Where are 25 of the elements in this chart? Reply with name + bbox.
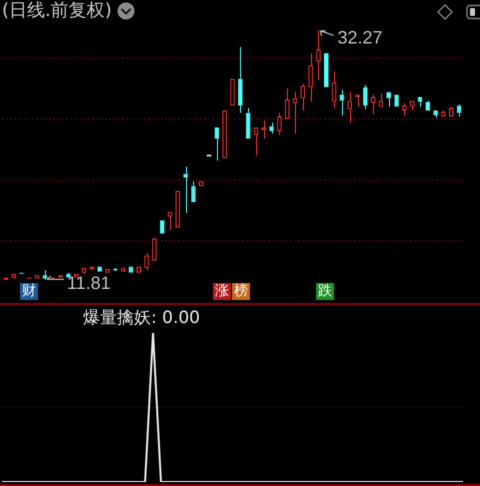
candlestick — [238, 46, 243, 114]
candlestick — [433, 110, 438, 118]
text: 财 — [20, 283, 38, 300]
chart-title: (日线.前复权) — [2, 0, 112, 22]
candlestick — [456, 104, 462, 118]
candlestick — [128, 266, 134, 273]
text: 跌 — [316, 283, 334, 300]
annotation: 32.27 — [337, 27, 382, 48]
candlestick — [394, 94, 399, 107]
candlestick — [426, 100, 430, 110]
candlestick — [246, 108, 250, 139]
candlestick — [97, 266, 102, 272]
chart-title: 爆量擒妖: 0.00 — [83, 308, 200, 329]
candlestick — [340, 89, 344, 116]
candlestick — [324, 53, 329, 88]
candlestick — [386, 92, 392, 108]
candlestick — [418, 97, 422, 108]
candlestick — [363, 84, 368, 110]
annotation: 11.81 — [66, 272, 111, 293]
candlestick — [214, 128, 220, 161]
candlestick — [42, 270, 48, 280]
candlestick — [160, 220, 164, 234]
text: 榜 — [232, 283, 250, 300]
text: 涨 — [213, 283, 231, 300]
candlestick — [191, 180, 196, 202]
